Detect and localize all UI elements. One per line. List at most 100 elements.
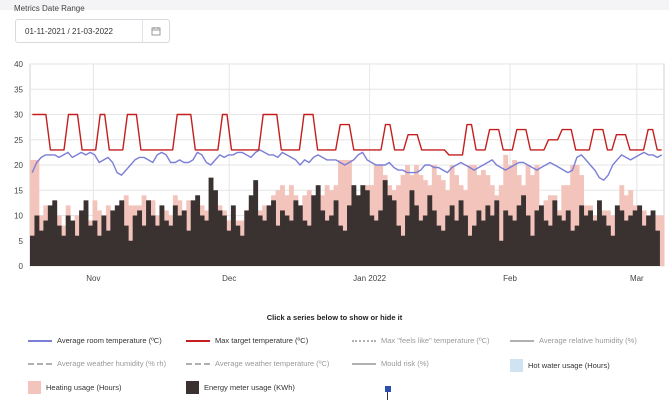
energy-bar: [47, 205, 53, 266]
energy-bar: [632, 210, 638, 266]
energy-bar: [38, 230, 44, 266]
legend-swatch: [352, 339, 376, 342]
energy-bar: [190, 200, 196, 266]
energy-bar: [96, 235, 102, 266]
energy-bar: [597, 200, 602, 266]
legend-item[interactable]: Average room temperature (ºC): [28, 336, 162, 345]
energy-bar: [436, 225, 442, 266]
energy-bar: [646, 215, 652, 266]
energy-bar: [43, 220, 49, 266]
energy-bar: [257, 215, 263, 266]
energy-bar: [561, 220, 567, 266]
energy-bar: [516, 205, 522, 266]
energy-bar: [288, 220, 294, 266]
energy-bar: [534, 210, 540, 266]
energy-bar: [30, 235, 35, 266]
legend-swatch: [186, 381, 199, 394]
energy-bar: [79, 210, 84, 266]
energy-bar: [150, 215, 156, 266]
energy-bar: [472, 225, 477, 266]
energy-bar: [324, 220, 330, 266]
energy-bar: [422, 215, 428, 266]
energy-bar: [320, 210, 326, 266]
legend-swatch: [28, 362, 52, 365]
legend-swatch: [352, 362, 376, 365]
energy-bar: [56, 225, 62, 266]
legend-item[interactable]: Heating usage (Hours): [28, 381, 121, 394]
energy-bar: [159, 205, 165, 266]
legend-swatch: [186, 339, 210, 342]
energy-bar: [485, 205, 491, 266]
energy-bar: [570, 230, 576, 266]
energy-bar: [565, 210, 571, 266]
calendar-icon[interactable]: [142, 20, 169, 42]
energy-bar: [583, 215, 589, 266]
energy-bar: [556, 215, 562, 266]
energy-bar: [128, 240, 134, 266]
energy-bar: [605, 225, 611, 266]
legend-label: Average room temperature (ºC): [57, 336, 162, 345]
energy-bar: [623, 220, 629, 266]
energy-bar: [244, 210, 250, 266]
legend-item[interactable]: Average weather temperature (ºC): [186, 359, 329, 368]
y-tick-label: 5: [19, 237, 24, 246]
energy-bar: [311, 195, 317, 266]
energy-bar: [427, 195, 433, 266]
energy-bar: [172, 205, 178, 266]
date-range-value: 01-11-2021 / 21-03-2022: [25, 27, 113, 36]
heating-bar: [498, 185, 504, 266]
energy-bar: [641, 225, 647, 266]
energy-bar: [592, 220, 598, 266]
energy-bar: [458, 200, 464, 266]
energy-bar: [431, 210, 437, 266]
energy-bar: [547, 225, 553, 266]
legend-item[interactable]: Hot water usage (Hours): [510, 359, 610, 372]
y-tick-label: 25: [14, 136, 23, 145]
heating-bar: [574, 165, 580, 266]
energy-bar: [373, 220, 379, 266]
heating-bar: [436, 175, 442, 266]
legend-swatch: [510, 339, 534, 342]
heating-bar: [342, 159, 348, 266]
legend-item[interactable]: Average weather humidity (% rh): [28, 359, 166, 368]
top-band: [0, 0, 669, 10]
energy-bar: [405, 215, 410, 266]
energy-bar: [588, 210, 593, 266]
legend-item[interactable]: Max target temperature (ºC): [186, 336, 308, 345]
legend-swatch: [28, 339, 52, 342]
energy-bar: [351, 185, 357, 266]
heating-bar: [373, 165, 379, 266]
cursor-handle: [385, 386, 391, 392]
date-range-input[interactable]: 01-11-2021 / 21-03-2022: [15, 19, 170, 43]
legend-item[interactable]: Energy meter usage (KWh): [186, 381, 295, 394]
energy-bar: [110, 210, 116, 266]
energy-bar: [342, 230, 348, 266]
legend-item[interactable]: Average relative humidity (%): [510, 336, 637, 345]
energy-bar: [266, 205, 272, 266]
legend-item[interactable]: Max "feels like" temperature (ºC): [352, 336, 490, 345]
energy-bar: [199, 215, 205, 266]
heating-bar: [472, 165, 477, 266]
energy-bar: [333, 200, 339, 266]
heating-bar: [530, 175, 535, 266]
energy-bar: [418, 220, 424, 266]
heating-bar: [338, 159, 343, 266]
energy-bar: [409, 190, 415, 266]
y-tick-label: 15: [14, 186, 23, 195]
energy-bar: [204, 220, 209, 266]
energy-bar: [413, 205, 419, 266]
energy-bar: [123, 225, 129, 266]
legend-item[interactable]: Mould risk (%): [352, 359, 429, 368]
energy-bar: [101, 215, 107, 266]
energy-bar: [579, 205, 585, 266]
energy-bar: [364, 190, 370, 266]
energy-bar: [610, 235, 616, 266]
energy-bar: [378, 210, 384, 266]
energy-bar: [280, 210, 285, 266]
energy-bar: [230, 205, 236, 266]
energy-bar: [52, 200, 58, 266]
energy-bar: [208, 177, 214, 266]
heating-bar: [400, 175, 406, 266]
legend-label: Max target temperature (ºC): [215, 336, 309, 345]
energy-bar: [489, 215, 495, 266]
